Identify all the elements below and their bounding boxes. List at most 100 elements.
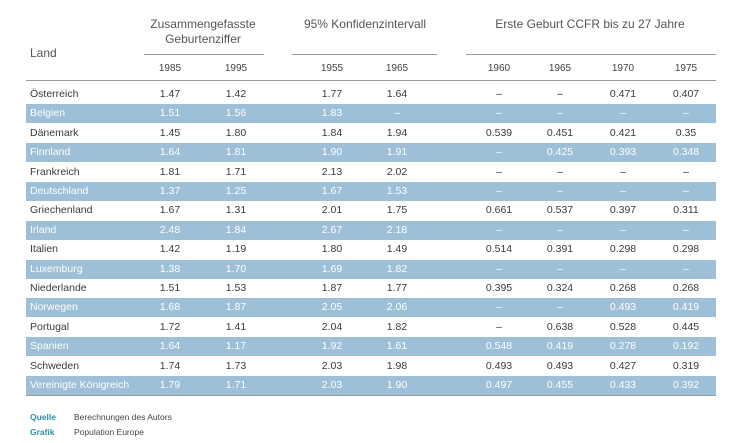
table-cell: 1.87 xyxy=(225,301,247,314)
group-header-birth-rate: Zusammengefasste Geburtenziffer xyxy=(150,17,256,46)
table-cell: – xyxy=(557,185,563,197)
group-underline-ccfr xyxy=(466,54,716,55)
table-cell: – xyxy=(496,165,502,178)
country-name: Österreich xyxy=(30,88,79,100)
table-cell: – xyxy=(496,107,502,120)
table-cell: 0.393 xyxy=(609,146,637,159)
country-name: Portugal xyxy=(30,320,70,333)
table-cell: – xyxy=(394,107,400,120)
country-name: Luxemburg xyxy=(30,262,83,275)
country-name: Finnland xyxy=(30,146,71,159)
table-cell: 0.455 xyxy=(546,379,574,391)
table-cell: 0.539 xyxy=(485,126,513,139)
table-cell: – xyxy=(557,223,563,236)
table-cell: – xyxy=(683,165,689,178)
table-cell: 2.04 xyxy=(321,320,343,333)
table-cell: 0.528 xyxy=(609,320,637,333)
table-cell: 2.05 xyxy=(321,301,343,314)
table-cell: 0.493 xyxy=(546,359,574,372)
table-cell: – xyxy=(683,223,689,236)
table-row: Finnland 1.64 1.81 1.90 1.91 – 0.425 0.393 0.348 xyxy=(26,143,716,163)
table-cell: 1.80 xyxy=(225,126,247,139)
table-cell: – xyxy=(496,320,502,333)
table-cell: 0.493 xyxy=(485,359,513,372)
column-header-1965b: 1965 xyxy=(548,63,572,74)
table-cell: 1.51 xyxy=(159,107,181,120)
table-cell: – xyxy=(620,223,626,236)
group-underline-confidence xyxy=(292,54,437,55)
table-cell: 0.493 xyxy=(609,301,637,314)
table-cell: 0.451 xyxy=(546,126,574,139)
table-cell: – xyxy=(496,146,502,159)
table-cell: 1.45 xyxy=(159,126,181,139)
table-cell: 1.51 xyxy=(159,282,181,294)
table-cell: – xyxy=(557,301,563,314)
table-cell: 1.70 xyxy=(225,262,247,275)
table-cell: 0.397 xyxy=(609,204,637,217)
table-cell: 1.98 xyxy=(386,359,408,372)
table-cell: 0.348 xyxy=(672,146,700,159)
table-cell: 1.94 xyxy=(386,126,408,139)
table-cell: – xyxy=(620,165,626,178)
table-cell: 1.64 xyxy=(159,146,181,159)
table-cell: 0.419 xyxy=(672,301,700,314)
table-cell: 1.49 xyxy=(386,243,408,256)
column-header-1965: 1965 xyxy=(385,63,409,74)
table-cell: 1.64 xyxy=(159,340,181,353)
table-row: Österreich 1.47 1.42 1.77 1.64 – – 0.471 0.407 xyxy=(26,85,716,104)
table-cell: 1.71 xyxy=(225,379,247,391)
table-cell: 1.80 xyxy=(321,243,343,256)
country-name: Niederlande xyxy=(30,282,87,294)
table-cell: 1.77 xyxy=(321,88,343,100)
table-cell: – xyxy=(683,107,689,120)
table-cell: 1.69 xyxy=(321,262,343,275)
table-row: Belgien 1.51 1.56 1.83 – – – – – xyxy=(26,104,716,124)
table-row: Italien 1.42 1.19 1.80 1.49 0.514 0.391 0.298 0.… xyxy=(26,240,716,259)
table-cell: 0.35 xyxy=(675,126,697,139)
table-cell: 1.31 xyxy=(225,204,247,217)
table-row: Dänemark 1.45 1.80 1.84 1.94 0.539 0.451 0.421 0… xyxy=(26,124,716,143)
table-cell: – xyxy=(557,165,563,178)
table-cell: 0.445 xyxy=(672,320,700,333)
column-header-1975: 1975 xyxy=(674,63,698,74)
table-cell: 0.278 xyxy=(609,340,637,353)
table-cell: 1.67 xyxy=(321,185,343,197)
table-cell: 2.18 xyxy=(386,223,408,236)
table-cell: 0.638 xyxy=(546,320,574,333)
table-cell: 2.03 xyxy=(321,359,343,372)
table-bottom-rule xyxy=(26,395,716,396)
table-row: Spanien 1.64 1.17 1.92 1.61 0.548 0.419 0.278 0.… xyxy=(26,337,716,357)
table-cell: 0.319 xyxy=(672,359,700,372)
table-cell: 1.90 xyxy=(386,379,408,391)
table-cell: 1.17 xyxy=(225,340,247,353)
group-underline-birth-rate xyxy=(144,54,264,55)
table-cell: – xyxy=(620,262,626,275)
table-cell: 1.75 xyxy=(386,204,408,217)
table-cell: 2.06 xyxy=(386,301,408,314)
table-cell: 1.84 xyxy=(321,126,343,139)
table-cell: 0.298 xyxy=(609,243,637,256)
column-header-1960: 1960 xyxy=(487,63,511,74)
table-cell: 2.02 xyxy=(386,165,408,178)
country-name: Griechenland xyxy=(30,204,93,217)
table-cell: – xyxy=(496,185,502,197)
table-cell: 0.514 xyxy=(485,243,513,256)
table-cell: 0.425 xyxy=(546,146,574,159)
table-cell: 0.392 xyxy=(672,379,700,391)
table-cell: 1.84 xyxy=(225,223,247,236)
table-cell: 1.91 xyxy=(386,146,408,159)
country-name: Spanien xyxy=(30,340,69,353)
table-cell: 1.42 xyxy=(225,88,247,100)
table-cell: 1.67 xyxy=(159,204,181,217)
table-cell: 1.77 xyxy=(386,282,408,294)
table-cell: 0.395 xyxy=(485,282,513,294)
table-row: Vereinigte Königreich 1.79 1.71 2.03 1.90 0.4… xyxy=(26,376,716,395)
group-header-ccfr: Erste Geburt CCFR bis zu 27 Jahre xyxy=(495,17,685,31)
table-cell: 1.25 xyxy=(225,185,247,197)
table-cell: 0.537 xyxy=(546,204,574,217)
table-cell: 0.421 xyxy=(609,126,637,139)
column-header-1995: 1995 xyxy=(224,63,248,74)
country-name: Frankreich xyxy=(30,165,80,178)
table-row: Norwegen 1.68 1.87 2.05 2.06 – – 0.493 0.419 xyxy=(26,298,716,318)
table-cell: 0.427 xyxy=(609,359,637,372)
